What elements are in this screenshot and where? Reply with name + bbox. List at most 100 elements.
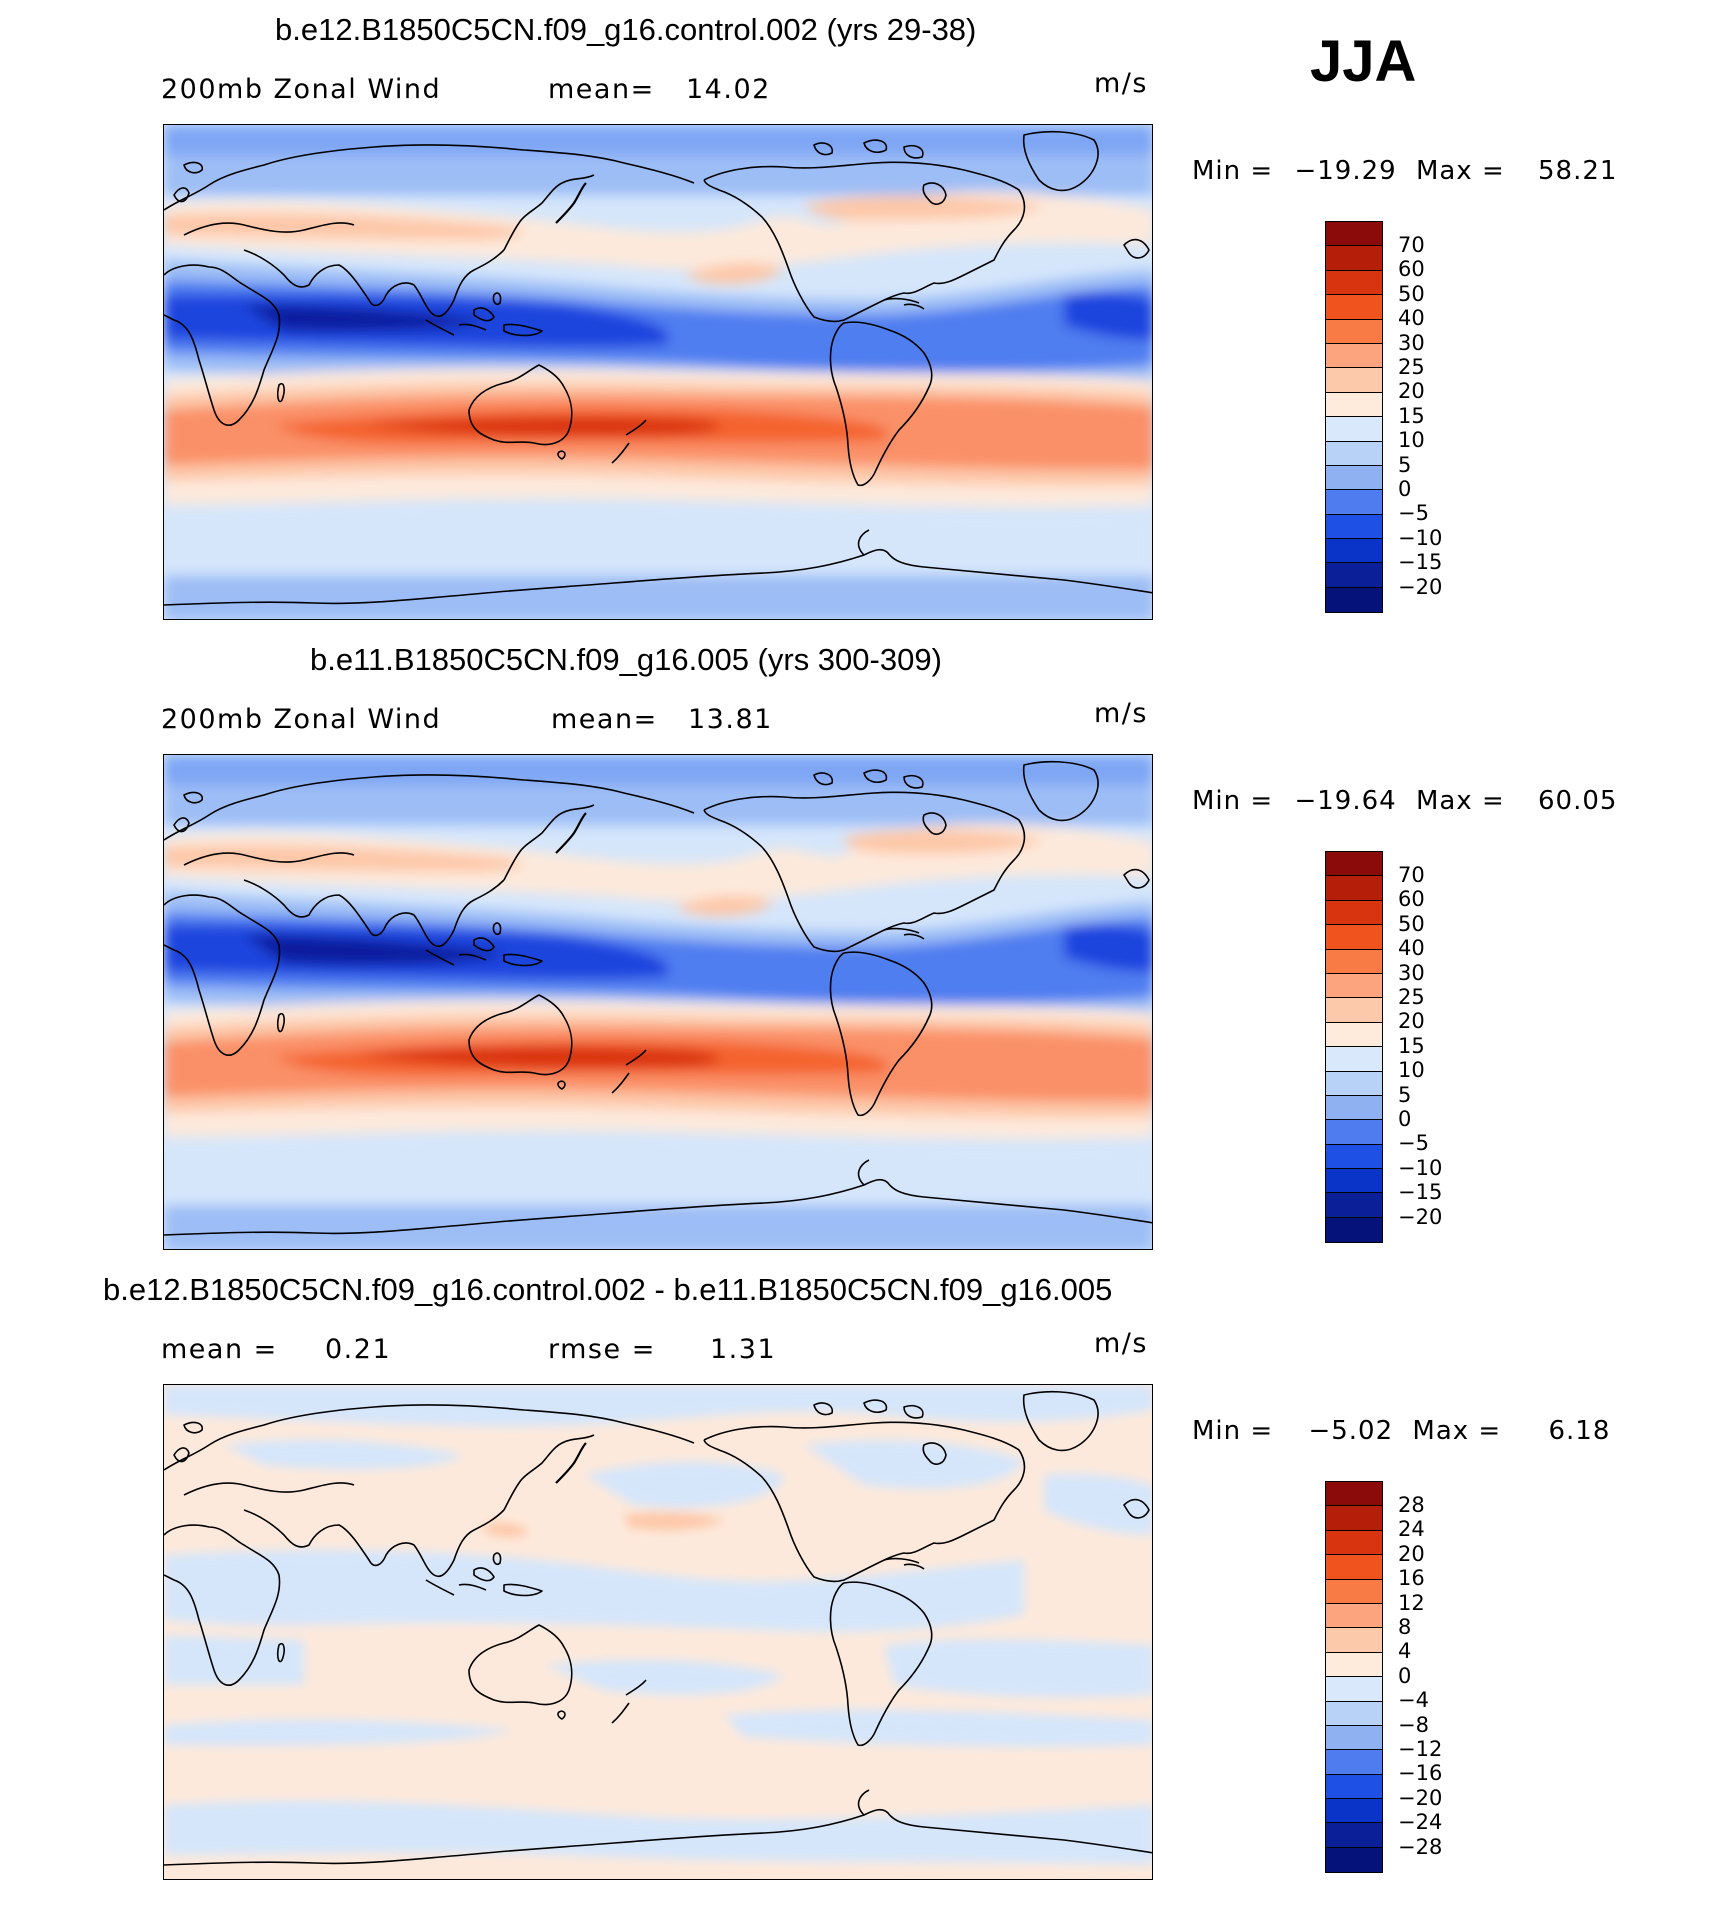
colorbar-swatch — [1326, 1047, 1382, 1072]
colorbar-swatch — [1326, 1193, 1382, 1218]
colorbar-swatch — [1326, 246, 1382, 271]
colorbar-tick-label: 4 — [1398, 1639, 1412, 1664]
panel-2-max-value: 60.05 — [1538, 786, 1618, 816]
colorbar-swatch — [1326, 1144, 1382, 1170]
colorbar-swatch — [1326, 539, 1382, 564]
colorbar-swatch — [1326, 441, 1382, 466]
panel-3-colorbar — [1325, 1481, 1383, 1874]
colorbar-swatch — [1326, 1071, 1382, 1096]
colorbar-tick-label: 20 — [1398, 1009, 1425, 1034]
colorbar-tick-label: −15 — [1398, 550, 1443, 575]
colorbar-tick-label: −5 — [1398, 501, 1429, 526]
panel-3-max-label: Max = — [1412, 1416, 1502, 1446]
colorbar-tick-label: 24 — [1398, 1517, 1425, 1542]
panel-3-rmse-value: 1.31 — [710, 1334, 777, 1365]
colorbar-tick-label: −10 — [1398, 525, 1443, 550]
colorbar-swatch — [1326, 949, 1382, 974]
panel-1-max-value: 58.21 — [1538, 156, 1618, 186]
colorbar-tick-label: −28 — [1398, 1834, 1443, 1859]
panel-1-min-value: −19.29 — [1294, 156, 1397, 186]
colorbar-tick-label: 70 — [1398, 233, 1425, 257]
colorbar-swatch — [1326, 1530, 1382, 1556]
colorbar-swatch — [1326, 1847, 1382, 1873]
colorbar-swatch — [1326, 973, 1382, 999]
panel-3-min-label: Min = — [1192, 1416, 1274, 1446]
panel-2-mean-value: 13.81 — [688, 704, 773, 735]
colorbar-swatch — [1326, 222, 1382, 247]
colorbar-tick-label: 5 — [1398, 452, 1412, 477]
colorbar-swatch — [1326, 998, 1382, 1023]
colorbar-tick-label: 12 — [1398, 1590, 1425, 1615]
colorbar-tick-label: −24 — [1398, 1810, 1443, 1835]
colorbar-swatch — [1326, 343, 1382, 369]
colorbar-swatch — [1326, 1799, 1382, 1824]
colorbar-tick-label: 20 — [1398, 379, 1425, 404]
colorbar-tick-label: 50 — [1398, 281, 1425, 306]
colorbar-tick-label: 8 — [1398, 1615, 1412, 1640]
colorbar-tick-label: 0 — [1398, 1107, 1412, 1132]
colorbar-swatch — [1326, 852, 1382, 877]
panel-2-variable: 200mb Zonal Wind — [161, 704, 442, 735]
colorbar-swatch — [1326, 1823, 1382, 1848]
colorbar-swatch — [1326, 900, 1382, 926]
panel-3-map — [163, 1384, 1153, 1880]
colorbar-tick-label: 0 — [1398, 477, 1412, 502]
colorbar-tick-label: 5 — [1398, 1082, 1412, 1107]
colorbar-tick-label: 40 — [1398, 306, 1425, 331]
panel-2-min-value: −19.64 — [1294, 786, 1397, 816]
colorbar-swatch — [1326, 1095, 1382, 1121]
colorbar-tick-label: 30 — [1398, 330, 1425, 355]
panel-3-colorbar-labels: 28 24 20 16 12 8 4 0 −4 −8 −12 −16 −20 −24 −28 — [1398, 1493, 1442, 1859]
panel-2-title: b.e11.B1850C5CN.f09_g16.005 (yrs 300-309… — [310, 642, 942, 677]
panel-2-minmax: Min = −19.64 Max = 60.05 — [1192, 786, 1617, 816]
colorbar-swatch — [1326, 587, 1382, 613]
panel-1-units: m/s — [1094, 68, 1148, 99]
colorbar-swatch — [1326, 1677, 1382, 1702]
colorbar-swatch — [1326, 514, 1382, 540]
colorbar-tick-label: 10 — [1398, 428, 1425, 453]
panel-1-variable: 200mb Zonal Wind — [161, 74, 442, 105]
colorbar-tick-label: −10 — [1398, 1155, 1443, 1180]
panel-2-max-label: Max = — [1415, 786, 1505, 816]
panel-2-min-label: Min = — [1192, 786, 1274, 816]
panel-1-minmax: Min = −19.29 Max = 58.21 — [1192, 156, 1617, 186]
colorbar-swatch — [1326, 1022, 1382, 1048]
panel-3-mean-label: mean = — [161, 1334, 278, 1365]
colorbar-tick-label: 28 — [1398, 1493, 1425, 1517]
colorbar-tick-label: −15 — [1398, 1180, 1443, 1205]
panel-1-max-label: Max = — [1415, 156, 1505, 186]
colorbar-tick-label: 60 — [1398, 887, 1425, 912]
colorbar-tick-label: 25 — [1398, 355, 1425, 380]
panel-3-mean-value: 0.21 — [325, 1334, 392, 1365]
colorbar-swatch — [1326, 1120, 1382, 1145]
colorbar-swatch — [1326, 1774, 1382, 1800]
colorbar-tick-label: −8 — [1398, 1712, 1429, 1737]
colorbar-swatch — [1326, 490, 1382, 515]
panel-1-mean-label: mean= — [548, 74, 655, 105]
colorbar-tick-label: 25 — [1398, 985, 1425, 1010]
panel-3-rmse-label: rmse = — [548, 1334, 656, 1365]
colorbar-tick-label: 10 — [1398, 1058, 1425, 1083]
colorbar-swatch — [1326, 465, 1382, 491]
colorbar-tick-label: 40 — [1398, 936, 1425, 961]
colorbar-swatch — [1326, 563, 1382, 588]
colorbar-tick-label: 30 — [1398, 960, 1425, 985]
colorbar-tick-label: 50 — [1398, 911, 1425, 936]
colorbar-tick-label: −20 — [1398, 1785, 1443, 1810]
colorbar-tick-label: 60 — [1398, 257, 1425, 282]
panel-1-colorbar-labels: 70 60 50 40 30 25 20 15 10 5 0 −5 −10 −15 −20 — [1398, 233, 1442, 599]
colorbar-tick-label: −20 — [1398, 574, 1443, 599]
panel-2-mean-label: mean= — [551, 704, 658, 735]
colorbar-swatch — [1326, 319, 1382, 344]
colorbar-swatch — [1326, 1169, 1382, 1194]
colorbar-swatch — [1326, 1217, 1382, 1243]
colorbar-tick-label: −20 — [1398, 1204, 1443, 1229]
colorbar-swatch — [1326, 1482, 1382, 1507]
colorbar-swatch — [1326, 1603, 1382, 1629]
panel-2-map-svg — [164, 755, 1152, 1249]
colorbar-tick-label: −12 — [1398, 1737, 1443, 1762]
colorbar-swatch — [1326, 925, 1382, 950]
panel-3-units: m/s — [1094, 1328, 1148, 1359]
colorbar-swatch — [1326, 270, 1382, 296]
panel-1-min-label: Min = — [1192, 156, 1274, 186]
